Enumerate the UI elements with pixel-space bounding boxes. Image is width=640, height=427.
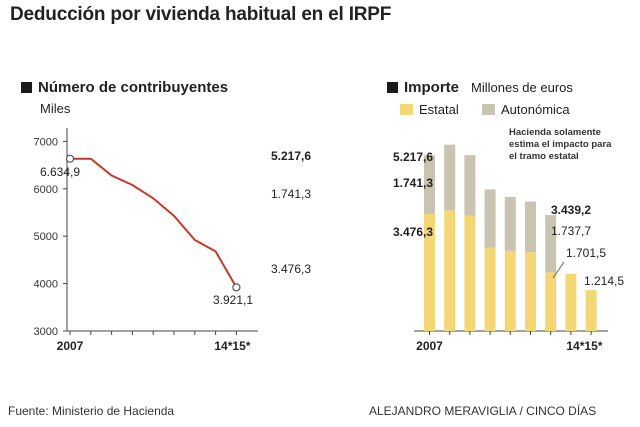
bar-autonomica bbox=[545, 215, 557, 273]
bar-data-label: 3.439,2 bbox=[551, 203, 591, 217]
right-chart-title: Importe Millones de euros bbox=[387, 79, 573, 96]
contribuyentes-line bbox=[70, 157, 238, 288]
bar-autonomica bbox=[525, 201, 536, 253]
bar-estatal bbox=[504, 250, 516, 331]
label-leader-line bbox=[552, 261, 565, 279]
legend-swatch-estatal bbox=[400, 104, 413, 115]
bar-autonomica bbox=[424, 155, 435, 214]
bar-x-tick-label: 14*15* bbox=[566, 339, 602, 353]
bar-estatal bbox=[565, 273, 577, 331]
square-bullet-icon bbox=[387, 82, 398, 93]
data-label-start: 6.634,9 bbox=[40, 165, 80, 179]
y-tick-label: 4000 bbox=[34, 279, 58, 291]
x-tick-label: 14*15* bbox=[214, 339, 250, 353]
bar-autonomica bbox=[464, 155, 476, 216]
legend-estatal: Estatal bbox=[400, 102, 459, 117]
bar-estatal bbox=[585, 290, 597, 331]
bar-x-tick-label: 2007 bbox=[416, 339, 443, 353]
left-chart-unit: Miles bbox=[40, 101, 71, 116]
data-label-end: 3.921,1 bbox=[213, 293, 253, 307]
bar-autonomica bbox=[504, 196, 516, 251]
bar-data-label: 1.701,5 bbox=[566, 246, 606, 260]
chart-note: Hacienda solamente estima el impacto par… bbox=[509, 127, 612, 162]
bar-data-label: 1.741,3 bbox=[393, 176, 433, 190]
y-tick-label: 7000 bbox=[34, 136, 58, 148]
left-chart-title-text: Número de contribuyentes bbox=[38, 79, 229, 96]
bar-data-label: 1.214,5 bbox=[584, 274, 624, 288]
bar-data-label: 1.737,7 bbox=[551, 224, 591, 238]
right-chart-title-text: Importe bbox=[404, 79, 460, 96]
bar-data-label: 3.476,3 bbox=[393, 225, 433, 239]
legend-autonomica: Autonómica bbox=[482, 102, 570, 117]
bar-estatal bbox=[525, 252, 536, 331]
bar-estatal bbox=[424, 213, 435, 331]
legend-swatch-autonomica bbox=[482, 104, 495, 115]
credit-text: ALEJANDRO MERAVIGLIA / CINCO DÍAS bbox=[369, 404, 597, 418]
bar-estatal bbox=[484, 247, 496, 331]
source-text: Fuente: Ministerio de Hacienda bbox=[8, 404, 175, 418]
y-tick-label: 3000 bbox=[34, 326, 58, 338]
y-tick-label: 5000 bbox=[34, 231, 58, 243]
bar-estatal bbox=[444, 210, 456, 331]
legend-label-estatal: Estatal bbox=[419, 102, 459, 117]
data-point-end bbox=[232, 283, 241, 292]
bar-estatal bbox=[464, 215, 476, 331]
square-bullet-icon bbox=[21, 82, 32, 93]
data-point-start bbox=[65, 154, 75, 163]
bar-data-label: 5.217,6 bbox=[393, 150, 433, 164]
page-title: Deducción por vivienda habitual en el IR… bbox=[10, 4, 392, 25]
left-chart-title: Número de contribuyentes bbox=[21, 79, 228, 96]
side-label-autonomica: 1.741,3 bbox=[271, 187, 311, 201]
side-label-estatal: 3.476,3 bbox=[271, 262, 311, 276]
legend-label-autonomica: Autonómica bbox=[501, 102, 570, 117]
bar-estatal bbox=[545, 272, 557, 331]
side-label-total: 5.217,6 bbox=[271, 149, 311, 163]
y-tick-label: 6000 bbox=[34, 184, 58, 196]
bar-autonomica bbox=[444, 144, 456, 211]
x-tick-label: 2007 bbox=[57, 339, 84, 353]
bar-autonomica bbox=[484, 189, 496, 248]
right-chart-unit: Millones de euros bbox=[471, 80, 573, 95]
